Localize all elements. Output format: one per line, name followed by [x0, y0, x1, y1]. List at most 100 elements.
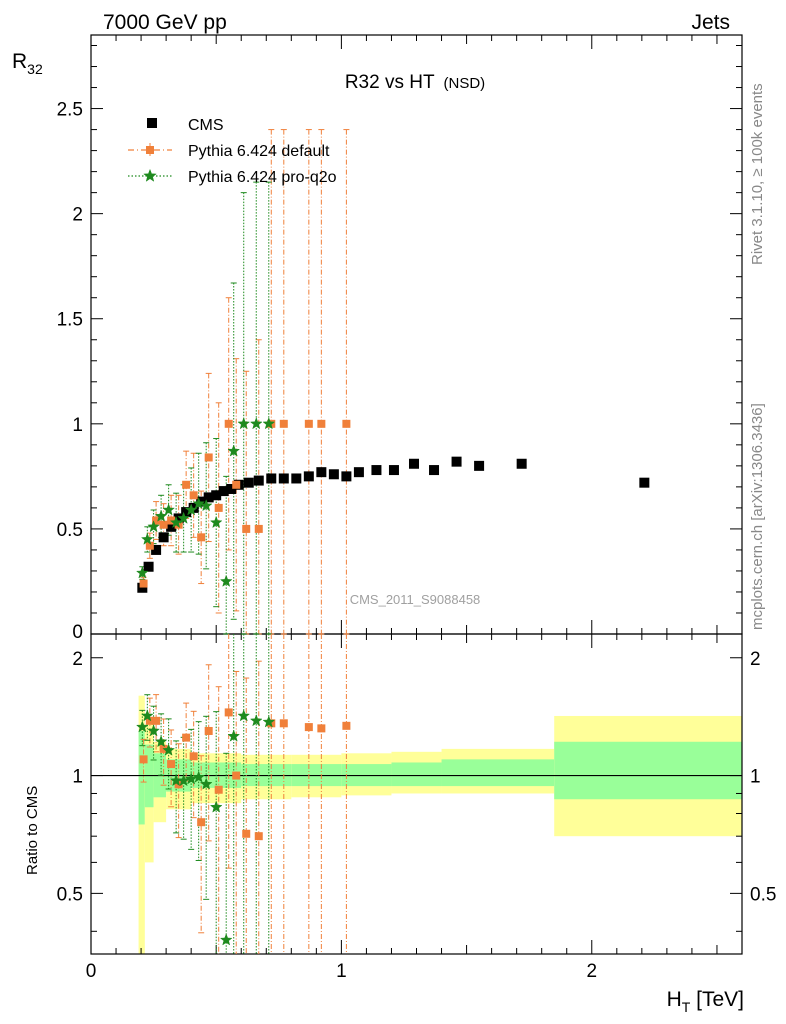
- point-pythia-default: [189, 491, 198, 500]
- y-tick-label-ratio-right: 1: [750, 767, 761, 788]
- ratio-point-pythia-default: [232, 771, 241, 780]
- point-cms: [516, 458, 527, 469]
- y-tick-label-main-zero: 0: [72, 622, 83, 643]
- rivet-version-label: Rivet 3.1.10, ≥ 100k events: [749, 83, 766, 265]
- header-right: Jets: [691, 11, 730, 34]
- ratio-point-pythia-default: [167, 760, 176, 769]
- point-cms: [341, 471, 352, 482]
- point-pythia-proq2o: [249, 417, 263, 430]
- point-pythia-default: [242, 524, 251, 533]
- y-tick-label-ratio-right: 0.5: [750, 884, 776, 905]
- ratio-point-pythia-default: [182, 733, 191, 742]
- main-error-bars: [139, 129, 350, 635]
- ratio-point-pythia-default: [317, 724, 326, 733]
- point-pythia-proq2o: [219, 574, 233, 587]
- point-pythia-proq2o: [169, 515, 183, 529]
- y-tick-label-main: 0.5: [57, 520, 83, 541]
- ratio-point-pythia-proq2o: [262, 715, 276, 728]
- y-axis-label-main: R32: [12, 50, 43, 77]
- ratio-point-pythia-proq2o: [209, 800, 223, 813]
- legend-marker-cms: [147, 118, 157, 128]
- ratio-point-pythia-proq2o: [237, 709, 251, 722]
- legend-entry-pythia-default: Pythia 6.424 default: [128, 143, 330, 160]
- point-pythia-default: [224, 419, 233, 428]
- point-pythia-default: [152, 516, 161, 525]
- band-inner: [441, 759, 555, 787]
- analysis-watermark: CMS_2011_S9088458: [350, 592, 481, 607]
- legend-label-pythia-default: Pythia 6.424 default: [188, 143, 330, 160]
- point-cms: [166, 521, 177, 532]
- point-cms: [291, 473, 302, 484]
- point-cms: [388, 465, 399, 476]
- point-pythia-default: [197, 533, 206, 542]
- point-pythia-default: [214, 503, 223, 512]
- band-inner: [391, 762, 442, 787]
- y-tick-label-ratio: 1: [72, 767, 83, 788]
- ratio-point-pythia-proq2o: [162, 743, 175, 756]
- legend-label-cms: CMS: [188, 117, 224, 134]
- point-cms: [328, 469, 339, 480]
- point-pythia-default: [279, 419, 288, 428]
- point-cms: [173, 513, 184, 524]
- ratio-point-pythia-default: [214, 785, 223, 794]
- y-tick-label-ratio: 2: [72, 649, 83, 670]
- y-tick-label-ratio-right: 2: [750, 649, 761, 670]
- point-pythia-proq2o: [262, 417, 276, 430]
- x-axis-label: HT [TeV]: [667, 988, 744, 1015]
- point-cms: [474, 460, 485, 471]
- ratio-point-pythia-default: [254, 832, 263, 841]
- legend: CMS Pythia 6.424 default Pythia 6.424 pr…: [128, 117, 337, 186]
- point-pythia-proq2o: [177, 511, 190, 524]
- ratio-point-pythia-default: [139, 755, 148, 764]
- point-pythia-proq2o: [135, 566, 149, 579]
- main-data-points: [135, 417, 650, 593]
- point-cms: [211, 490, 222, 501]
- ratio-point-pythia-default: [204, 726, 213, 735]
- legend-entry-pythia-proq2o: Pythia 6.424 pro-q2o: [128, 168, 337, 186]
- point-cms: [266, 473, 277, 484]
- point-pythia-proq2o: [199, 499, 213, 512]
- plot-title-suffix: (NSD): [444, 75, 486, 92]
- ratio-point-pythia-default: [145, 716, 154, 725]
- ratio-point-pythia-default: [224, 708, 233, 717]
- ratio-point-pythia-default: [152, 716, 161, 725]
- point-cms: [639, 477, 650, 488]
- ratio-point-pythia-proq2o: [140, 709, 154, 722]
- y-tick-label-main: 2.5: [57, 100, 83, 121]
- point-cms: [278, 473, 289, 484]
- point-pythia-proq2o: [162, 503, 175, 516]
- point-cms: [408, 458, 419, 469]
- point-pythia-default: [304, 419, 313, 428]
- point-pythia-default: [182, 480, 191, 489]
- point-pythia-default: [317, 419, 326, 428]
- ratio-point-pythia-proq2o: [219, 933, 233, 946]
- point-cms: [226, 483, 237, 494]
- point-pythia-default: [254, 524, 263, 533]
- point-pythia-default: [204, 453, 213, 462]
- ratio-point-pythia-default: [242, 829, 251, 838]
- point-cms: [243, 477, 254, 488]
- point-pythia-proq2o: [227, 444, 241, 457]
- ratio-panel-frame: [90, 633, 743, 955]
- point-pythia-default: [159, 520, 168, 529]
- ratio-point-pythia-default: [197, 818, 206, 827]
- plot-title: R32 vs HT (NSD): [345, 72, 485, 93]
- point-cms: [353, 467, 364, 478]
- point-pythia-default: [145, 541, 154, 550]
- ratio-point-pythia-proq2o: [249, 714, 263, 727]
- band-outer: [138, 695, 145, 954]
- point-cms: [143, 561, 154, 572]
- point-cms: [451, 456, 462, 467]
- band-inner: [138, 730, 145, 825]
- point-pythia-default: [342, 419, 351, 428]
- point-cms: [429, 465, 440, 476]
- ratio-point-pythia-default: [304, 723, 313, 732]
- legend-entry-cms: CMS: [147, 117, 224, 134]
- point-pythia-default: [232, 480, 241, 489]
- plot-title-main: R32 vs HT: [345, 72, 435, 93]
- x-tick-label: 2: [586, 961, 597, 982]
- y-axis-label-ratio: Ratio to CMS: [24, 786, 41, 875]
- y-tick-label-main: 1: [72, 415, 83, 436]
- point-pythia-proq2o: [140, 532, 154, 545]
